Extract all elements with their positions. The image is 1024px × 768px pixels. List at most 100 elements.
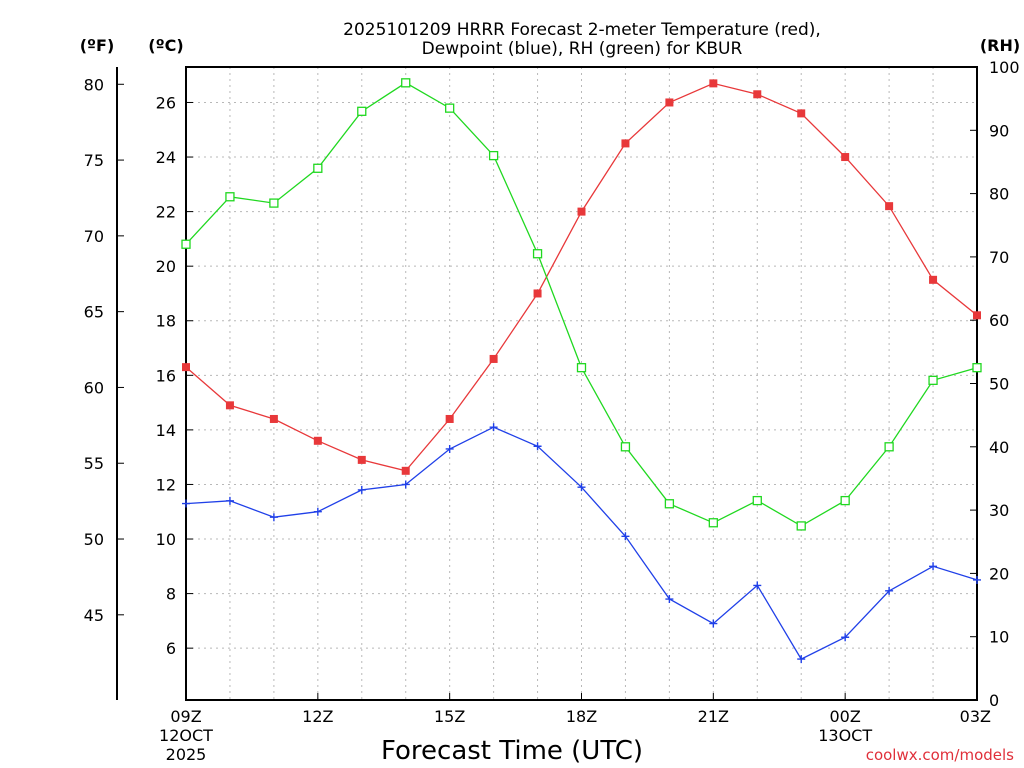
x-tick-date-label: 13OCT	[818, 726, 872, 745]
fahrenheit-tick-label: 65	[84, 303, 104, 322]
x-tick-label: 18Z	[566, 707, 597, 726]
rh-point	[181, 239, 191, 249]
rh-point	[972, 363, 982, 373]
dewpoint-point	[401, 480, 410, 489]
dewpoint-point	[269, 513, 278, 522]
fahrenheit-tick-label: 75	[84, 151, 104, 170]
temperature-point	[885, 202, 894, 211]
dewpoint-point	[313, 507, 322, 516]
rh-point	[313, 163, 323, 173]
x-tick-label: 15Z	[434, 707, 465, 726]
dewpoint-point	[621, 532, 630, 541]
rh-tick-label: 30	[989, 501, 1009, 520]
temperature-point	[797, 109, 806, 118]
x-tick-label: 00Z	[830, 707, 861, 726]
temperature-point	[489, 354, 498, 363]
rh-tick-label: 50	[989, 375, 1009, 394]
temperature-point	[445, 414, 454, 423]
celsius-tick-label: 20	[156, 257, 176, 276]
rh-point	[620, 442, 631, 452]
dewpoint-point	[489, 423, 498, 432]
dewpoint-point	[841, 633, 850, 642]
temperature-point	[182, 363, 190, 372]
celsius-tick-label: 16	[156, 366, 176, 385]
chart-subtitle: Dewpoint (blue), RH (green) for KBUR	[422, 39, 743, 59]
fahrenheit-tick-label: 80	[84, 75, 104, 94]
dewpoint-point	[753, 581, 762, 590]
temperature-point	[709, 79, 718, 88]
rh-tick-label: 60	[989, 311, 1009, 330]
celsius-tick-label: 8	[166, 585, 176, 604]
fahrenheit-tick-labels: 45 50 55 60 65 70 75 80	[84, 75, 104, 625]
x-tick-year-label: 2025	[166, 745, 207, 764]
dewpoint-point	[577, 483, 586, 492]
x-axis-title: Forecast Time (UTC)	[381, 736, 643, 766]
fahrenheit-tick-label: 45	[84, 606, 104, 625]
x-tick-label: 03Z	[960, 707, 991, 726]
fahrenheit-tick-label: 55	[84, 454, 104, 473]
series-layer	[181, 78, 982, 664]
rh-point	[225, 192, 235, 202]
rh-tick-label: 40	[989, 438, 1009, 457]
temperature-point	[973, 311, 981, 320]
rh-tick-label: 20	[989, 564, 1009, 583]
temperature-point	[225, 401, 234, 410]
rh-point	[752, 495, 762, 506]
temperature-point	[929, 275, 938, 284]
rh-point	[445, 103, 455, 113]
dewpoint-point	[797, 655, 806, 664]
celsius-tick-label: 12	[156, 475, 176, 494]
temperature-point	[533, 289, 542, 298]
fahrenheit-tick-label: 70	[84, 227, 104, 246]
rh-point	[488, 150, 499, 161]
celsius-tick-labels: 6 8 10 12 14 16 18 20 22 24 26	[156, 93, 176, 658]
rh-tick-labels: 0 10 20 30 40 50 60 70 80 90 100	[989, 58, 1020, 710]
rh-point	[532, 249, 543, 259]
rh-tick-label: 10	[989, 628, 1009, 647]
grid-layer	[186, 67, 977, 700]
rh-point	[269, 198, 279, 208]
temperature-point	[577, 207, 586, 216]
dewpoint-point	[445, 444, 454, 453]
dewpoint-point	[665, 595, 674, 604]
temperature-point	[621, 139, 630, 148]
dewpoint-point	[929, 562, 938, 571]
dewpoint-point	[885, 586, 894, 595]
rh-tick-label: 0	[989, 691, 999, 710]
rh-point	[664, 499, 675, 509]
rh-point	[884, 442, 894, 452]
temperature-point	[665, 98, 674, 107]
axis-ticks	[117, 66, 978, 701]
rh-tick-label: 90	[989, 121, 1009, 140]
x-tick-label: 12Z	[302, 707, 333, 726]
dewpoint-point	[225, 496, 234, 505]
celsius-tick-label: 22	[156, 203, 176, 222]
dewpoint-line	[185, 426, 978, 660]
rh-point	[928, 375, 938, 385]
fahrenheit-tick-label: 50	[84, 530, 104, 549]
chart-title: 2025101209 HRRR Forecast 2-meter Tempera…	[343, 20, 821, 40]
dewpoint-point	[357, 485, 366, 494]
x-tick-label: 09Z	[170, 707, 201, 726]
temperature-point	[841, 153, 850, 162]
credit-link[interactable]: coolwx.com/models	[866, 746, 1014, 764]
temperature-point	[269, 414, 278, 423]
rh-tick-label: 70	[989, 248, 1009, 267]
dewpoint-point	[709, 619, 718, 628]
celsius-tick-label: 24	[156, 148, 176, 167]
rh-point	[357, 106, 367, 116]
rh-tick-label: 100	[989, 58, 1020, 77]
temperature-point	[401, 466, 410, 475]
celsius-tick-label: 10	[156, 530, 176, 549]
fahrenheit-tick-label: 60	[84, 378, 104, 397]
dewpoint-point	[533, 442, 542, 451]
rh-point	[401, 78, 411, 88]
temperature-point	[313, 436, 322, 445]
celsius-unit-label: (ºC)	[148, 36, 183, 55]
temperature-point	[357, 455, 366, 464]
rh-unit-label: (RH)	[980, 36, 1020, 55]
rh-point	[840, 495, 850, 506]
rh-point	[796, 521, 806, 531]
